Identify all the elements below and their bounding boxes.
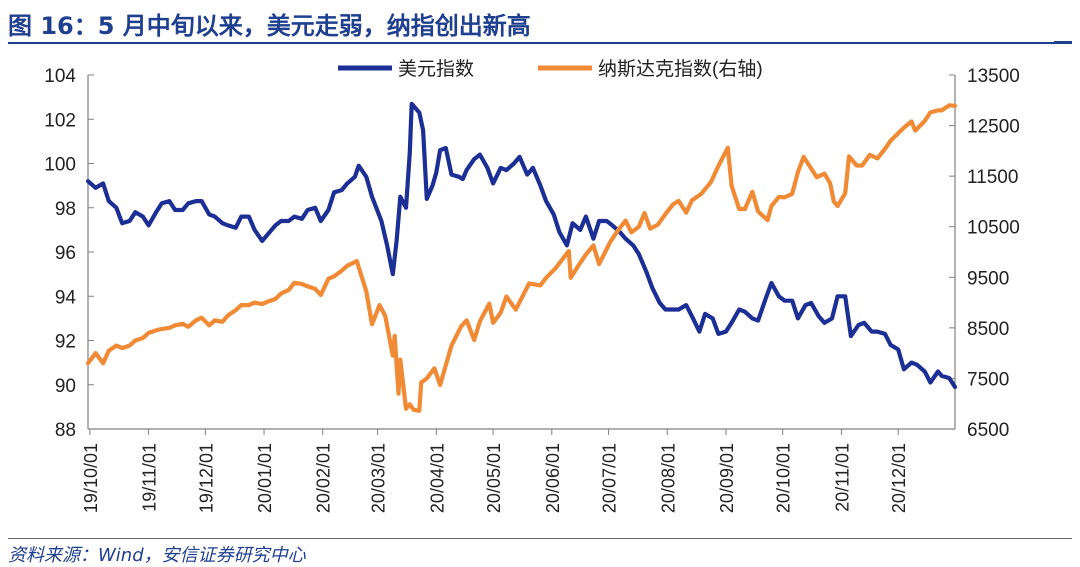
x-tick-label: 20/12/01: [889, 443, 909, 513]
x-tick-label: 20/02/01: [314, 443, 334, 513]
x-tick-label: 20/08/01: [658, 443, 678, 513]
y-right-tick-label: 6500: [967, 420, 1009, 441]
y-left-tick-label: 88: [55, 420, 76, 441]
y-left-tick-label: 104: [44, 66, 76, 87]
title-rule: [8, 42, 1072, 44]
figure-title: 图 16：5 月中旬以来，美元走弱，纳指创出新高: [8, 12, 531, 40]
x-tick-label: 20/04/01: [427, 443, 447, 513]
x-tick-label: 20/06/01: [543, 443, 563, 513]
x-tick-label: 20/07/01: [600, 443, 620, 513]
source-note: 资料来源：Wind，安信证券研究中心: [8, 545, 306, 566]
y-right-tick-label: 12500: [967, 117, 1020, 138]
y-right-tick-label: 11500: [967, 167, 1018, 188]
dual-axis-line-chart: 美元指数 纳斯达克指数(右轴) 88 90 92 94 96 98 100 102 104 650…: [44, 58, 1020, 513]
y-left-tick-label: 102: [44, 110, 76, 131]
series-line-usd-index: [85, 101, 958, 390]
y-left-tick-label: 98: [55, 199, 76, 220]
title-rule-accent: [1054, 41, 1072, 44]
x-tick-label: 20/05/01: [484, 443, 504, 513]
x-tick-label: 20/09/01: [717, 443, 737, 513]
x-tick-label: 20/11/01: [832, 443, 852, 512]
y-right-tick-label: 9500: [967, 268, 1009, 289]
y-left-tick-label: 96: [55, 243, 76, 264]
x-tick-label: 19/10/01: [81, 443, 101, 513]
y-right-tick-label: 8500: [967, 319, 1009, 340]
chart-legend: 美元指数 纳斯达克指数(右轴): [338, 58, 763, 80]
legend-label-usd: 美元指数: [398, 58, 474, 80]
x-tick-label: 20/01/01: [255, 443, 275, 513]
legend-label-nasdaq: 纳斯达克指数(右轴): [598, 58, 763, 80]
x-tick-label: 20/10/01: [774, 443, 794, 513]
x-tick-label: 19/12/01: [196, 443, 216, 513]
y-left-tick-label: 90: [55, 376, 76, 397]
y-right-tick-label: 7500: [967, 369, 1009, 390]
x-tick-label: 19/11/01: [140, 443, 160, 512]
source-rule: [8, 538, 1072, 539]
y-left-tick-label: 100: [44, 155, 76, 176]
axes: 88 90 92 94 96 98 100 102 104 6500 7500 8500 9500 105…: [44, 66, 1020, 513]
x-tick-label: 20/03/01: [369, 443, 389, 513]
series-lines: [85, 101, 958, 413]
y-left-tick-label: 92: [55, 332, 76, 353]
y-right-tick-label: 13500: [967, 66, 1020, 87]
y-right-tick-label: 10500: [967, 218, 1020, 239]
series-line-nasdaq: [85, 103, 958, 413]
y-left-tick-label: 94: [55, 287, 77, 308]
